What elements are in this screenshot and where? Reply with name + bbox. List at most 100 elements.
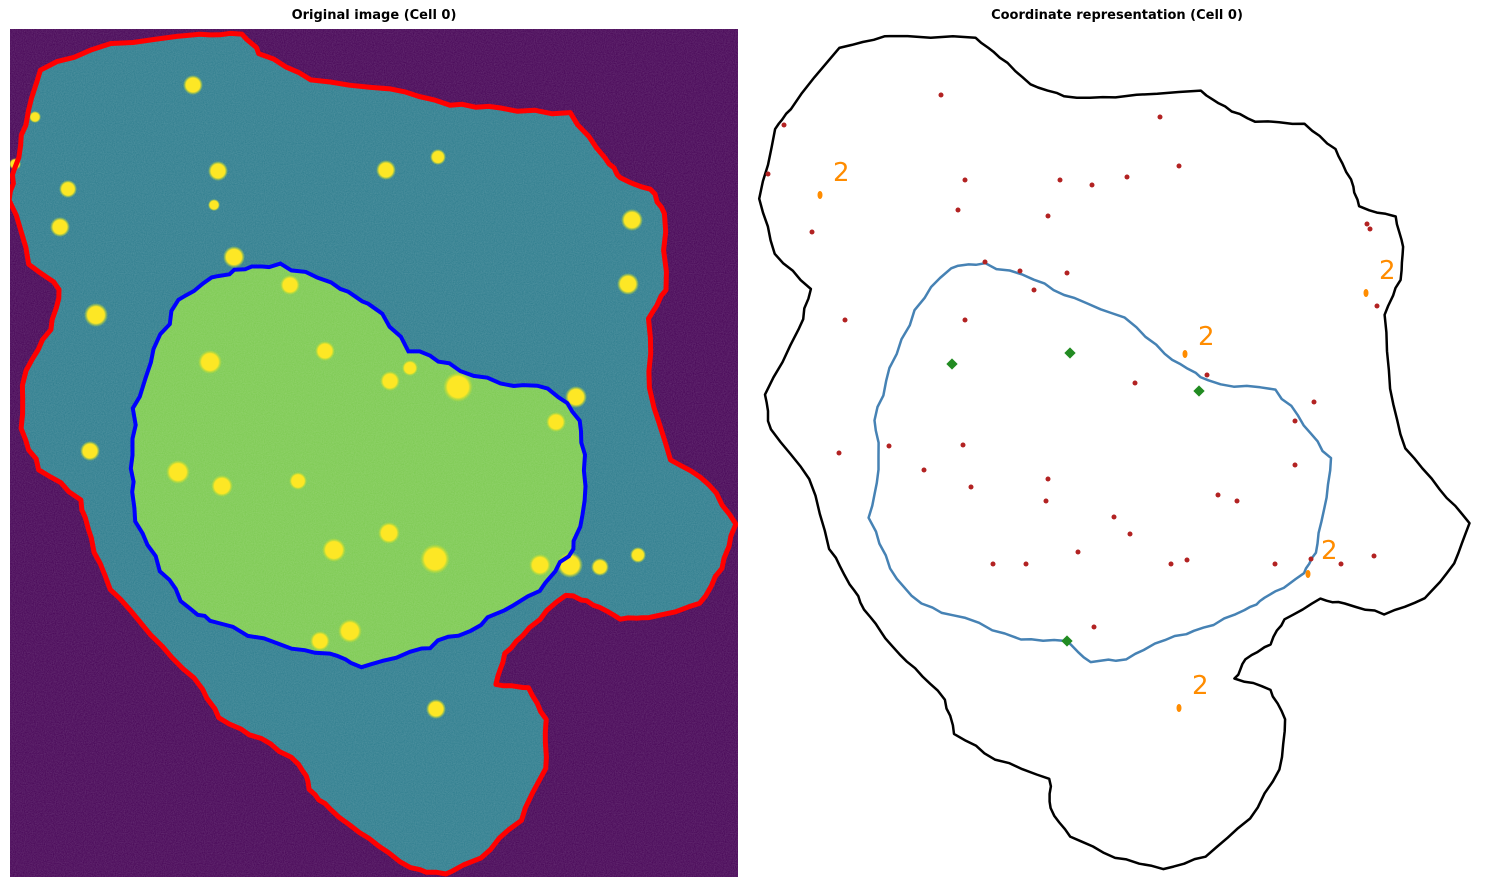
fluorescent-spot [29, 111, 41, 123]
rna-spot [1157, 114, 1163, 120]
fluorescent-spot [59, 180, 77, 198]
fluorescent-spot [289, 472, 307, 490]
rna-spot [1057, 177, 1063, 183]
fluorescent-spot [546, 412, 566, 432]
right-panel-title: Coordinate representation (Cell 0) [991, 8, 1243, 23]
rna-spot [1089, 182, 1095, 188]
rna-spot [1308, 556, 1314, 562]
rna-spot [1043, 498, 1049, 504]
cluster-dot [817, 191, 823, 199]
focus-marker [1193, 385, 1205, 397]
rna-spot [1132, 380, 1138, 386]
rna-spot [1124, 174, 1130, 180]
rna-spot [1075, 549, 1081, 555]
cluster-label: 2 [1321, 536, 1338, 566]
coordinate-representation-canvas: 2 2 2 2 2 [757, 34, 1471, 871]
cluster-dot [1363, 289, 1369, 297]
rna-spot [809, 229, 815, 235]
cell-outline-red [10, 30, 738, 877]
fluorescent-spot [338, 619, 362, 643]
rna-spot [968, 484, 974, 490]
fluorescent-spot [565, 386, 587, 408]
fluorescent-spot [621, 209, 643, 231]
nucleus-outline-steelblue [867, 261, 1333, 664]
cluster-dot [1176, 704, 1182, 712]
fluorescent-spot [208, 161, 228, 181]
fluorescent-spot [591, 558, 609, 576]
fluorescent-spot [378, 522, 400, 544]
original-image-canvas [10, 29, 738, 877]
cluster-label: 2 [1379, 256, 1396, 286]
left-panel-title: Original image (Cell 0) [291, 8, 457, 23]
rna-spot [1204, 372, 1210, 378]
fluorescent-spot [426, 699, 446, 719]
rna-spot [836, 450, 842, 456]
rna-spot [1364, 221, 1370, 227]
image-noise [10, 29, 738, 877]
rna-spot [1168, 561, 1174, 567]
rna-spot [938, 92, 944, 98]
nucleus-outline-blue [128, 261, 588, 670]
fluorescent-spot [630, 547, 646, 563]
rna-spots [765, 92, 1380, 630]
rna-spot [1338, 561, 1344, 567]
rna-spot [990, 561, 996, 567]
rna-spot [1045, 476, 1051, 482]
rna-spot [962, 317, 968, 323]
fluorescent-spots [10, 75, 646, 719]
rna-spot [1184, 557, 1190, 563]
cluster-label: 2 [833, 158, 850, 188]
focus-marker [946, 358, 958, 370]
cluster-dot [1305, 570, 1311, 578]
rna-spot [1292, 418, 1298, 424]
fluorescent-spot [443, 372, 473, 402]
fluorescent-spot [166, 460, 190, 484]
fluorescent-spot [50, 217, 70, 237]
focus-marker [1061, 635, 1073, 647]
rna-spot [921, 467, 927, 473]
rna-spot [1371, 553, 1377, 559]
rna-spot [1023, 561, 1029, 567]
fluorescent-spot [84, 303, 108, 327]
rna-spot [1176, 163, 1182, 169]
fluorescent-spot [310, 631, 330, 651]
rna-spot [982, 259, 988, 265]
fluorescent-spot [223, 246, 245, 268]
rna-spot [1215, 492, 1221, 498]
cluster-markers: 2 2 2 2 2 [817, 158, 1396, 712]
rna-spot [960, 442, 966, 448]
fluorescent-spot [380, 371, 400, 391]
foci-markers [946, 347, 1205, 647]
fluorescent-spot [430, 149, 446, 165]
fluorescent-spot [315, 341, 335, 361]
focus-marker [1064, 347, 1076, 359]
rna-spot [842, 317, 848, 323]
rna-spot [1127, 531, 1133, 537]
rna-spot [1064, 270, 1070, 276]
fluorescent-spot [280, 275, 300, 295]
original-image-panel [10, 29, 738, 877]
cluster-label: 2 [1198, 322, 1215, 352]
fluorescent-spot [376, 160, 396, 180]
cluster-label: 2 [1192, 671, 1209, 701]
rna-spot [1374, 303, 1380, 309]
fluorescent-spot [420, 544, 450, 574]
rna-spot [1311, 399, 1317, 405]
rna-spot [781, 122, 787, 128]
rna-spot [1272, 561, 1278, 567]
rna-spot [886, 443, 892, 449]
rna-spot [1292, 462, 1298, 468]
cell-outline-black [757, 34, 1471, 871]
fluorescent-spot [322, 538, 346, 562]
rna-spot [1234, 498, 1240, 504]
rna-spot [1031, 287, 1037, 293]
rna-spot [1111, 514, 1117, 520]
coordinate-representation-panel: 2 2 2 2 2 [745, 29, 1489, 877]
fluorescent-spot [198, 350, 222, 374]
cluster-dot [1182, 350, 1188, 358]
fluorescent-spot [208, 199, 220, 211]
rna-spot [1367, 226, 1373, 232]
rna-spot [955, 207, 961, 213]
fluorescent-spot [529, 554, 551, 576]
rna-spot [962, 177, 968, 183]
